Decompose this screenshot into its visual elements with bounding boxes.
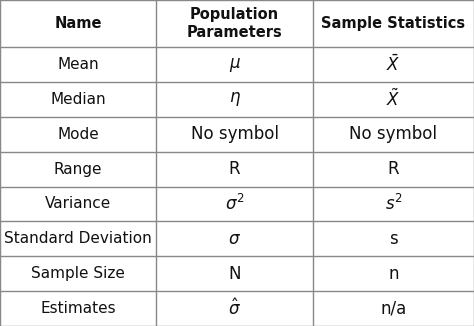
- Text: Standard Deviation: Standard Deviation: [4, 231, 152, 246]
- Text: R: R: [229, 160, 240, 178]
- Text: $\eta$: $\eta$: [228, 90, 241, 108]
- Text: No symbol: No symbol: [349, 125, 438, 143]
- Text: Variance: Variance: [45, 197, 111, 212]
- Text: $s^2$: $s^2$: [384, 194, 402, 214]
- Bar: [0, 47, 474, 82]
- Text: s: s: [389, 230, 398, 248]
- Bar: [0, 0, 474, 47]
- Text: Sample Statistics: Sample Statistics: [321, 16, 465, 31]
- Text: $\bar{X}$: $\bar{X}$: [386, 54, 401, 75]
- Bar: [0, 117, 474, 152]
- Text: No symbol: No symbol: [191, 125, 279, 143]
- Text: Median: Median: [50, 92, 106, 107]
- Text: Population
Parameters: Population Parameters: [187, 7, 283, 40]
- Text: $\mu$: $\mu$: [228, 55, 241, 74]
- Text: N: N: [228, 265, 241, 283]
- Text: R: R: [388, 160, 399, 178]
- Text: $\sigma^2$: $\sigma^2$: [225, 194, 245, 214]
- Text: Mode: Mode: [57, 127, 99, 142]
- Text: $\hat{\sigma}$: $\hat{\sigma}$: [228, 298, 241, 319]
- Text: Estimates: Estimates: [40, 301, 116, 316]
- Bar: [0, 152, 474, 186]
- Text: n: n: [388, 265, 399, 283]
- Text: $\sigma$: $\sigma$: [228, 230, 241, 248]
- Text: Sample Size: Sample Size: [31, 266, 125, 281]
- Bar: [0, 186, 474, 221]
- Bar: [0, 221, 474, 256]
- Bar: [0, 291, 474, 326]
- Text: Mean: Mean: [57, 57, 99, 72]
- Text: Name: Name: [55, 16, 102, 31]
- Text: n/a: n/a: [380, 300, 407, 318]
- Text: Range: Range: [54, 162, 102, 177]
- Bar: [0, 82, 474, 117]
- Text: $\tilde{X}$: $\tilde{X}$: [386, 89, 401, 110]
- Bar: [0, 256, 474, 291]
